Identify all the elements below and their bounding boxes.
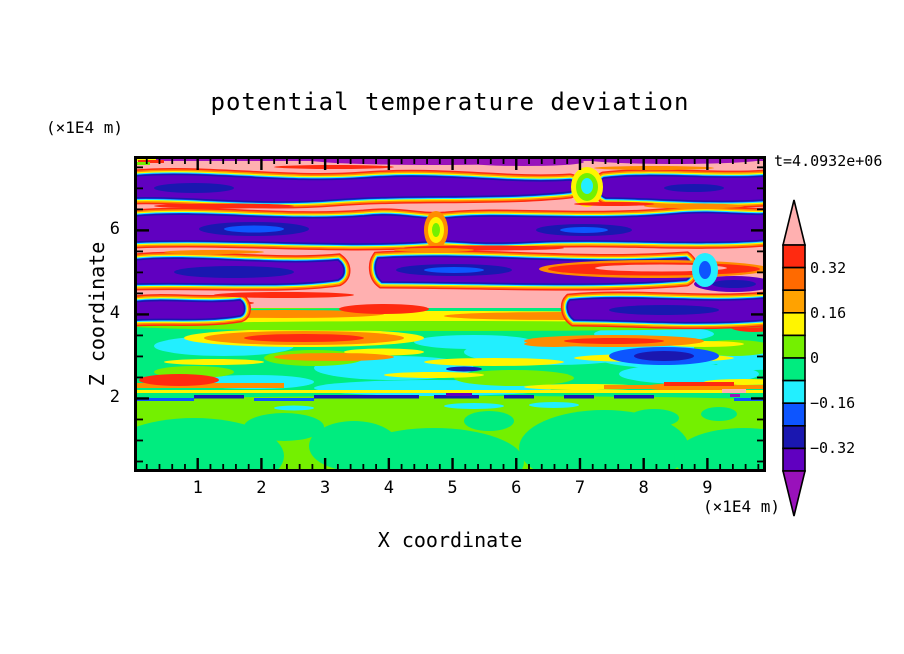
- contour-plot: [134, 156, 766, 472]
- colorbar-cell: [782, 425, 806, 450]
- x-axis-units-label: (×1E4 m): [702, 497, 780, 516]
- colorbar-label: −0.32: [810, 439, 856, 458]
- colorbar-cell: [782, 289, 806, 314]
- colorbar-top-arrow: [781, 199, 807, 246]
- colorbar-cell: [782, 379, 806, 405]
- colorbar-bottom-arrow: [781, 470, 807, 517]
- timestamp-label: t=4.0932e+06: [774, 152, 883, 170]
- colorbar-label: 0.16: [810, 303, 847, 322]
- colorbar-cell: [782, 244, 806, 269]
- x-tick-label: 6: [511, 478, 522, 498]
- z-tick-label: 6: [109, 219, 120, 240]
- x-tick-label: 9: [702, 478, 713, 498]
- contour-field: [134, 156, 766, 472]
- x-tick-label: 8: [638, 478, 649, 498]
- x-tick-label: 4: [383, 478, 394, 498]
- colorbar-cell: [782, 312, 806, 337]
- x-tick-label: 5: [447, 478, 458, 498]
- x-tick-label: 3: [320, 478, 331, 498]
- x-axis-label: X coordinate: [377, 528, 523, 552]
- colorbar-label: 0.32: [810, 258, 847, 277]
- colorbar-label: 0: [810, 349, 820, 367]
- colorbar-cell: [782, 357, 806, 382]
- plot-frame: [134, 156, 766, 472]
- z-tick-label: 4: [109, 303, 120, 324]
- x-tick-label: 7: [574, 478, 586, 498]
- z-tick-label: 2: [109, 387, 120, 408]
- z-axis-units-label: (×1E4 m): [46, 118, 124, 137]
- colorbar-cell: [782, 402, 806, 427]
- colorbar-cell: [782, 447, 806, 472]
- plot-title: potential temperature deviation: [210, 88, 690, 116]
- colorbar-cell: [782, 334, 806, 359]
- colorbar: [781, 199, 807, 517]
- axis-ticks: [137, 159, 763, 469]
- colorbar-label: −0.16: [810, 394, 856, 413]
- x-tick-label: 1: [192, 478, 203, 498]
- colorbar-cell: [782, 266, 806, 291]
- x-tick-label: 2: [256, 478, 267, 498]
